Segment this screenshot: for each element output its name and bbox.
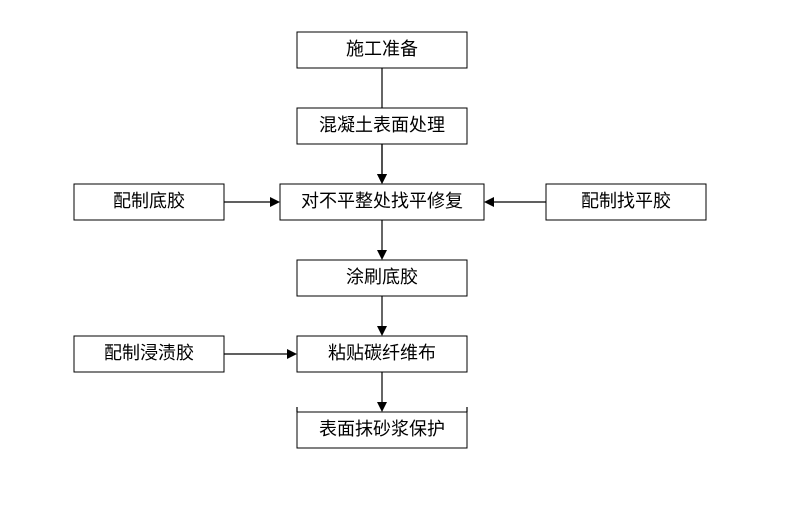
flow-node-nL2: 配制浸渍胶 — [74, 336, 224, 372]
flow-node-label: 配制浸渍胶 — [104, 343, 194, 363]
flow-node-label: 配制找平胶 — [581, 191, 671, 211]
flow-node-label: 粘贴碳纤维布 — [328, 343, 436, 363]
flow-node-label: 对不平整处找平修复 — [301, 191, 463, 211]
flow-node-label: 配制底胶 — [113, 191, 185, 211]
flow-node-n5: 粘贴碳纤维布 — [297, 336, 467, 372]
flowchart-canvas: 施工准备混凝土表面处理对不平整处找平修复 配制底胶 配制找平胶涂刷底胶粘贴碳纤维布 配… — [0, 0, 800, 530]
flow-node-label: 涂刷底胶 — [346, 267, 418, 287]
flow-node-label: 表面抹砂浆保护 — [319, 419, 445, 439]
flow-node-n3: 对不平整处找平修复 — [280, 184, 484, 220]
flow-node-nR1: 配制找平胶 — [546, 184, 706, 220]
flow-node-label: 混凝土表面处理 — [319, 115, 445, 135]
flow-node-nL1: 配制底胶 — [74, 184, 224, 220]
flow-node-n2: 混凝土表面处理 — [297, 108, 467, 144]
flow-node-label: 施工准备 — [346, 39, 418, 59]
flow-node-n1: 施工准备 — [297, 32, 467, 68]
flow-node-n6: 表面抹砂浆保护 — [297, 412, 467, 448]
flow-node-n4: 涂刷底胶 — [297, 260, 467, 296]
